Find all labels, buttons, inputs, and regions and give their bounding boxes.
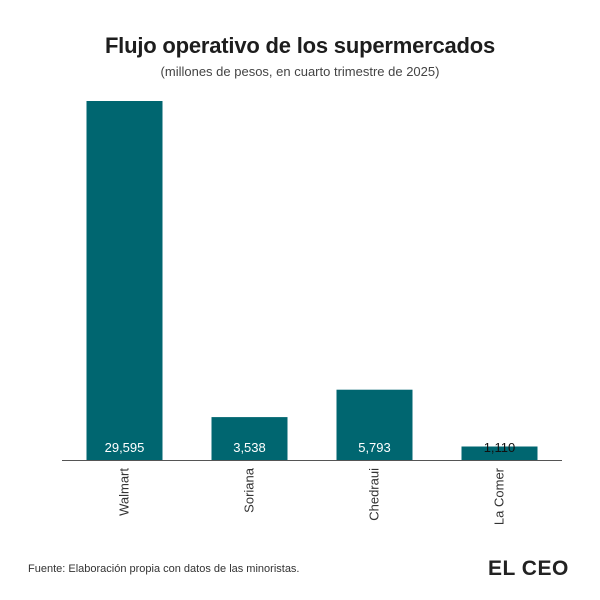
- data-label: 3,538: [233, 440, 266, 455]
- category-label: Walmart: [117, 468, 132, 516]
- category-labels-group: Walmart Soriana Chedraui La Comer: [117, 467, 507, 525]
- bars-group: [86, 101, 538, 460]
- data-labels-group: 29,595 3,538 5,793 1,110: [105, 440, 516, 455]
- brand-logo: EL CEO: [488, 557, 569, 580]
- bar-chart: 29,595 3,538 5,793 1,110 Walmart Soriana Ched…: [62, 101, 562, 525]
- bar-chedraui: [336, 389, 413, 460]
- bar-la-comer: [461, 446, 538, 460]
- data-label: 5,793: [358, 440, 391, 455]
- bar-walmart: [86, 101, 163, 460]
- category-label: Chedraui: [367, 468, 382, 521]
- chart-subtitle: (millones de pesos, en cuarto trimestre …: [160, 64, 440, 79]
- data-label: 29,595: [105, 440, 145, 455]
- bar-soriana: [211, 417, 288, 460]
- category-label: Soriana: [242, 467, 257, 513]
- source-note: Fuente: Elaboración propia con datos de …: [28, 563, 300, 575]
- category-label: La Comer: [492, 467, 507, 525]
- data-label: 1,110: [484, 440, 516, 455]
- chart-title: Flujo operativo de los supermercados: [104, 33, 496, 58]
